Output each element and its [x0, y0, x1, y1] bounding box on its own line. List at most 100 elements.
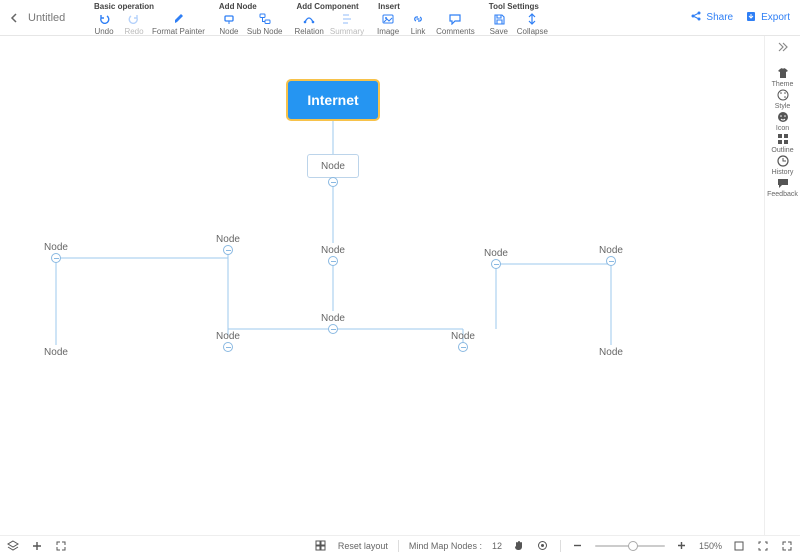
toolbar-btn-label: Summary [330, 27, 364, 36]
toolbar-btn-label: Format Painter [152, 27, 205, 36]
side-label: History [772, 169, 794, 176]
mindmap-node[interactable]: Node [210, 329, 246, 343]
side-label: Theme [772, 81, 794, 88]
node-label: Node [321, 161, 345, 172]
collapse-handle[interactable] [606, 256, 616, 266]
toolbar-btn-label: Redo [124, 27, 143, 36]
zoom-slider-knob[interactable] [628, 541, 638, 551]
side-theme-button[interactable]: Theme [767, 66, 798, 88]
share-button[interactable]: Share [690, 10, 733, 25]
side-label: Style [775, 103, 791, 110]
side-outline-button[interactable]: Outline [767, 132, 798, 154]
add-button[interactable] [30, 539, 44, 553]
mindmap-node[interactable]: Node [307, 154, 359, 178]
link-button[interactable]: Link [406, 12, 430, 36]
reset-layout-button[interactable] [314, 539, 328, 553]
doc-title[interactable]: Untitled [28, 0, 88, 35]
outline-icon [776, 132, 790, 146]
smile-icon [776, 110, 790, 124]
toolbar-group-label: Tool Settings [487, 0, 548, 12]
link-icon [411, 12, 425, 26]
subnode-button[interactable]: Sub Node [247, 12, 283, 36]
toolbar-group: Add ComponentRelationSummary [295, 0, 365, 35]
present-button[interactable] [756, 539, 770, 553]
fit-button[interactable] [732, 539, 746, 553]
mindmap-node[interactable]: Node [478, 246, 514, 260]
toolbar-btn-label: Collapse [517, 27, 548, 36]
fullscreen-button[interactable] [780, 539, 794, 553]
collapse-handle[interactable] [491, 259, 501, 269]
target-button[interactable] [536, 539, 550, 553]
toolbar-btn-label: Link [411, 27, 426, 36]
fullscreen-icon [782, 541, 792, 551]
share-icon [690, 10, 702, 25]
zoom-slider[interactable] [595, 545, 665, 547]
root-node[interactable]: Internet [288, 81, 378, 119]
export-button[interactable]: Export [745, 10, 790, 25]
side-history-button[interactable]: History [767, 154, 798, 176]
comments-button[interactable]: Comments [436, 12, 475, 36]
collapse-handle[interactable] [223, 342, 233, 352]
side-label: Feedback [767, 191, 798, 198]
zoom-in-button[interactable] [675, 539, 689, 553]
plus-icon [32, 541, 42, 551]
mindmap-node[interactable]: Node [315, 311, 351, 325]
mindmap-node[interactable]: Node [593, 345, 629, 359]
side-style-button[interactable]: Style [767, 88, 798, 110]
toolbar-btn-label: Sub Node [247, 27, 283, 36]
save-button[interactable]: Save [487, 12, 511, 36]
comments-icon [448, 12, 462, 26]
chat-icon [776, 176, 790, 190]
expand-button[interactable] [54, 539, 68, 553]
side-label: Outline [771, 147, 793, 154]
toolbar-group-label: Insert [376, 0, 475, 12]
collapse-button[interactable]: Collapse [517, 12, 548, 36]
chevron-left-icon [9, 13, 19, 23]
mindmap-node[interactable]: Node [210, 232, 246, 246]
node-label: Node [44, 347, 68, 358]
collapse-handle[interactable] [328, 177, 338, 187]
collapse-handle[interactable] [458, 342, 468, 352]
palette-icon [776, 88, 790, 102]
node-label: Node [484, 248, 508, 259]
collapse-handle[interactable] [223, 245, 233, 255]
node-label: Node [599, 245, 623, 256]
toolbar-btn-label: Undo [94, 27, 113, 36]
hand-tool-button[interactable] [512, 539, 526, 553]
mindmap-node[interactable]: Node [593, 243, 629, 257]
side-icon-button[interactable]: Icon [767, 110, 798, 132]
collapse-handle[interactable] [51, 253, 61, 263]
mindmap-node[interactable]: Node [38, 240, 74, 254]
mindmap-node[interactable]: Node [315, 243, 351, 257]
hand-icon [513, 540, 524, 551]
redo-button: Redo [122, 12, 146, 36]
corners-icon [758, 541, 768, 551]
reset-layout-label[interactable]: Reset layout [338, 541, 388, 551]
action-label: Export [761, 12, 790, 23]
collapse-handle[interactable] [328, 324, 338, 334]
node-label: Node [321, 245, 345, 256]
image-button[interactable]: Image [376, 12, 400, 36]
node-button[interactable]: Node [217, 12, 241, 36]
relation-icon [302, 12, 316, 26]
mindmap-node[interactable]: Node [38, 345, 74, 359]
toolbar-btn-label: Node [219, 27, 238, 36]
back-button[interactable] [0, 0, 28, 35]
mindmap-node[interactable]: Node [445, 329, 481, 343]
canvas[interactable]: Internet Node Node Node Node Node Node Node Node… [0, 36, 764, 535]
plus-icon [677, 541, 686, 550]
side-panel: Theme Style Icon Outline History Feedback [764, 36, 800, 535]
clock-icon [776, 154, 790, 168]
zoom-out-button[interactable] [571, 539, 585, 553]
collapse-side-button[interactable] [765, 42, 800, 58]
summary-icon [340, 12, 354, 26]
format-painter-button[interactable]: Format Painter [152, 12, 205, 36]
side-feedback-button[interactable]: Feedback [767, 176, 798, 198]
layers-button[interactable] [6, 539, 20, 553]
relation-button[interactable]: Relation [295, 12, 324, 36]
side-label: Icon [776, 125, 789, 132]
undo-button[interactable]: Undo [92, 12, 116, 36]
toolbar-group: Add NodeNodeSub Node [217, 0, 283, 35]
collapse-handle[interactable] [328, 256, 338, 266]
undo-icon [97, 12, 111, 26]
